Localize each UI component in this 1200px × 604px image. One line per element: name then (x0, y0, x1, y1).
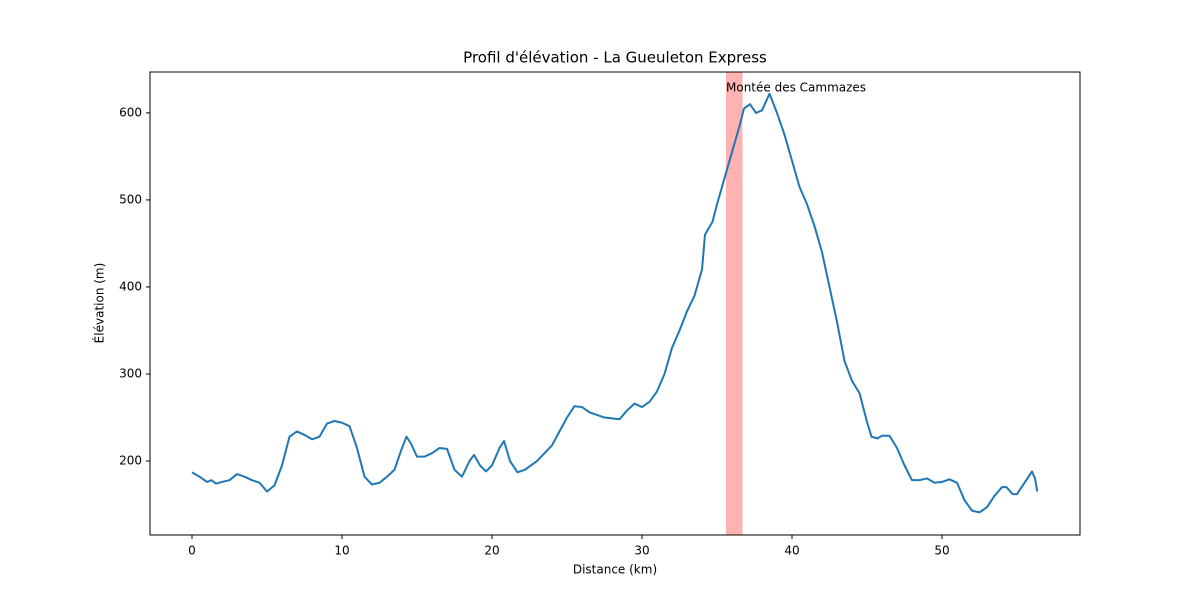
axes-frame (149, 71, 1081, 536)
y-tick-label: 600 (119, 105, 142, 119)
y-tick-label: 300 (119, 366, 142, 380)
y-tick-label: 400 (119, 279, 142, 293)
x-tick-label: 50 (934, 544, 949, 558)
y-tick-label: 200 (119, 454, 142, 468)
chart-title: Profil d'élévation - La Gueuleton Expres… (463, 49, 767, 67)
x-tick-label: 10 (334, 544, 349, 558)
x-tick-label: 0 (188, 544, 196, 558)
annotation: Montée des Cammazes (726, 81, 866, 95)
x-tick-label: 20 (484, 544, 499, 558)
y-axis-label: Élévation (m) (92, 263, 107, 344)
x-axis-label: Distance (km) (573, 563, 657, 577)
x-tick-label: 40 (784, 544, 799, 558)
y-tick-label: 500 (119, 192, 142, 206)
highlight-span (726, 72, 743, 535)
x-tick-label: 30 (634, 544, 649, 558)
elevation-line (191, 92, 1039, 514)
